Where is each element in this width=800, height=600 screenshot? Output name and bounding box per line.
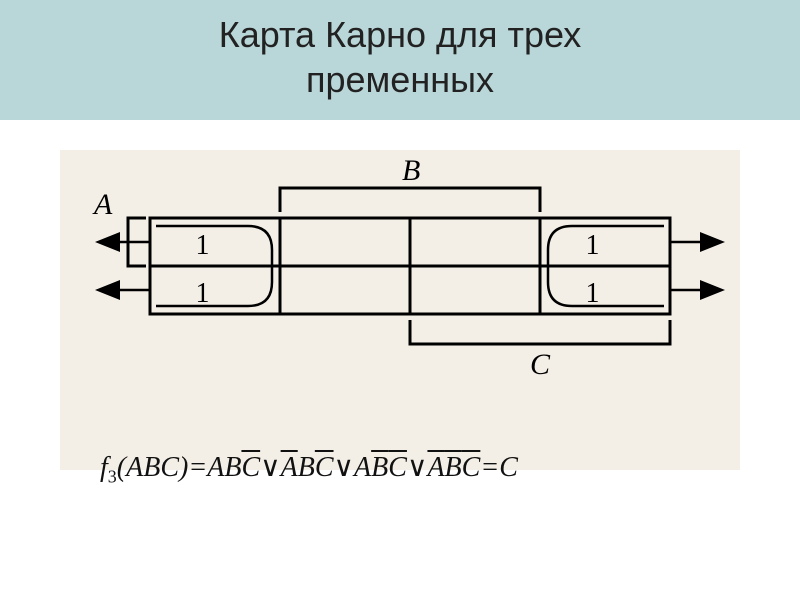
kmap-diagram: 1 1 1 1 B A C f3(ABC)=ABC∨ABC∨ABC∨ABC=C	[0, 150, 800, 570]
formula: f3(ABC)=ABC∨ABC∨ABC∨ABC=C	[100, 450, 518, 488]
title-line-2: пременных	[0, 57, 800, 102]
title-line-1: Карта Карно для трех	[0, 12, 800, 57]
svg-text:1: 1	[196, 230, 210, 261]
svg-text:1: 1	[586, 278, 600, 309]
title-bar: Карта Карно для трех пременных	[0, 0, 800, 120]
svg-text:B: B	[402, 154, 420, 187]
svg-text:1: 1	[586, 230, 600, 261]
kmap-svg: 1 1 1 1 B A C	[60, 150, 740, 470]
svg-text:A: A	[92, 188, 113, 221]
svg-text:C: C	[530, 348, 551, 381]
svg-text:1: 1	[196, 278, 210, 309]
